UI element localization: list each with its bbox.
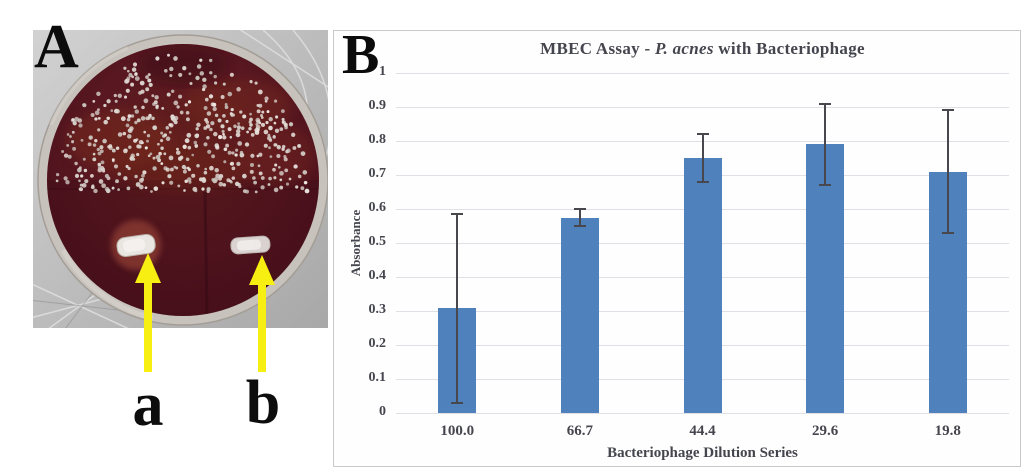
bacterial-colonies [55,53,310,194]
y-tick-label: 0.6 [368,200,387,215]
error-cap-bottom-44.4 [696,180,709,183]
bar-29.6 [806,144,845,413]
y-tick-label: 0.9 [368,98,387,113]
x-tick-label-29.6: 29.6 [811,423,839,439]
x-tick-label-66.7: 66.7 [566,423,594,439]
chart-title: MBEC Assay - P. acnes with Bacteriophage [396,39,1009,59]
gridline-0 [396,412,1009,414]
error-cap-top-44.4 [696,133,709,136]
error-bar-44.4 [701,134,704,182]
x-tick-label-19.8: 19.8 [934,423,961,439]
panel-a-label: A [34,13,79,81]
y-tick-label: 0.4 [368,268,387,283]
agar-streak [203,191,209,316]
annotation-label-b: b [245,369,281,437]
error-cap-top-100.0 [451,213,464,216]
rim-highlight-2 [49,46,129,126]
panel-a: A a b [0,0,334,476]
y-tick-label: 0.7 [368,166,387,181]
agar-plate-photo [22,24,334,346]
arrow-b-shaft [258,285,266,372]
arrow-a-head [135,253,161,283]
panel-b-label: B [342,24,380,86]
arrow-a-icon [135,253,161,372]
y-tick-label: 0.2 [368,336,387,351]
petri-dish-photo-icon [22,24,334,346]
chart-title-species: P. acnes [654,39,714,58]
bar-44.4 [683,158,722,413]
chart-title-suffix: with Bacteriophage [713,39,865,58]
y-tick-label: 1 [379,64,386,79]
error-cap-top-29.6 [819,102,832,105]
arrow-a-shaft [144,283,152,372]
growth-patches [66,45,316,192]
plot-area [396,72,1009,414]
error-bar-66.7 [578,209,581,226]
y-tick-label: 0.1 [368,370,387,385]
chart-title-prefix: MBEC Assay - [540,39,655,58]
arrow-b-head [249,255,275,285]
x-tick-label-44.4: 44.4 [689,423,716,439]
gridline-1 [396,72,1009,74]
peg-b [230,235,271,255]
error-cap-bottom-19.8 [941,231,954,234]
x-tick-label-100.0: 100.0 [440,423,475,439]
gridline-0.9 [396,106,1009,108]
annotation-label-a: a [132,371,164,439]
error-cap-bottom-29.6 [819,184,832,187]
error-bar-29.6 [824,103,827,186]
y-tick-label: 0.5 [368,234,387,249]
error-cap-top-66.7 [573,208,586,210]
y-tick-label: 0.3 [368,302,387,317]
y-tick-label: 0 [379,404,386,419]
error-cap-bottom-66.7 [573,225,586,227]
error-bar-19.8 [946,110,949,233]
panel-b: B MBEC Assay - P. acnes with Bacteriopha… [333,24,1021,467]
peg-a [116,233,156,258]
error-bar-100.0 [456,214,459,403]
error-cap-bottom-100.0 [451,401,464,404]
arrow-b-icon [249,255,275,372]
y-tick-label: 0.8 [368,132,387,147]
bar-66.7 [560,217,599,413]
rim-highlight [60,248,154,321]
x-axis-title: Bacteriophage Dilution Series [607,445,798,461]
error-cap-top-19.8 [941,109,954,112]
